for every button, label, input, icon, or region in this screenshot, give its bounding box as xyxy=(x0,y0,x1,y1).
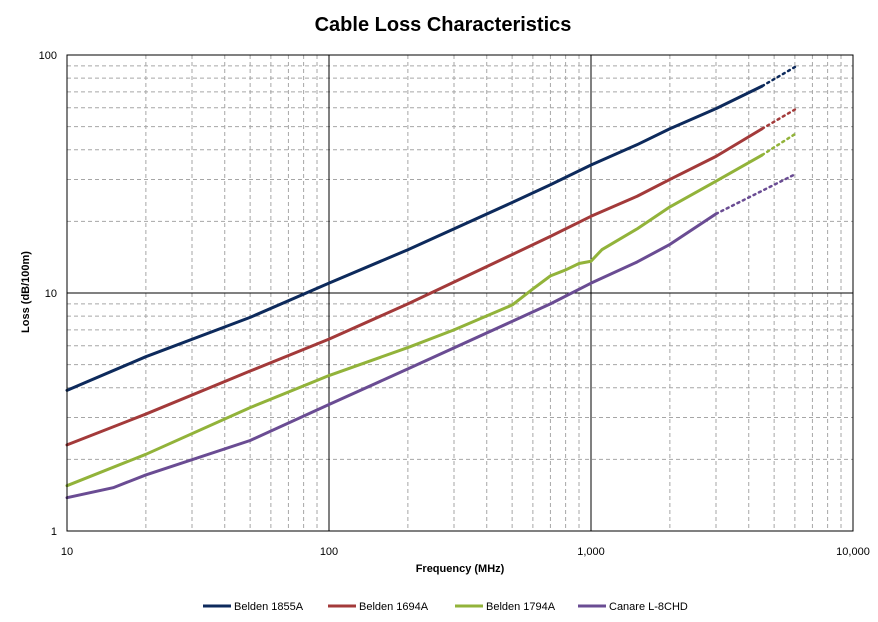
legend: Belden 1855A Belden 1694A Belden 1794A Cana… xyxy=(203,601,688,613)
series-line-2 xyxy=(65,127,764,447)
series-extrapolation-4 xyxy=(714,173,797,216)
x-tick-label: 10,000 xyxy=(836,546,870,558)
series-line-3 xyxy=(65,153,764,488)
legend-label: Canare L-8CHD xyxy=(609,601,688,613)
x-tick-labels: 10 100 1,000 10,000 xyxy=(61,546,870,558)
legend-label: Belden 1694A xyxy=(359,601,429,613)
legend-label: Belden 1794A xyxy=(486,601,556,613)
series-extrapolation-1 xyxy=(760,65,797,88)
y-tick-label: 100 xyxy=(39,50,57,62)
grid-layer xyxy=(66,54,854,532)
series-layer xyxy=(65,65,797,500)
y-axis-label: Loss (dB/100m) xyxy=(20,251,32,333)
chart-title: Cable Loss Characteristics xyxy=(315,14,572,36)
x-tick-label: 100 xyxy=(320,546,338,558)
plot-border xyxy=(66,54,854,532)
series-extrapolation-3 xyxy=(760,132,797,157)
y-tick-label: 1 xyxy=(51,526,57,538)
series-line-1 xyxy=(65,84,764,392)
series-line-4 xyxy=(65,212,718,500)
x-tick-label: 10 xyxy=(61,546,73,558)
y-tick-labels: 1 10 100 xyxy=(39,50,57,538)
legend-label: Belden 1855A xyxy=(234,601,304,613)
x-tick-label: 1,000 xyxy=(577,546,605,558)
x-axis-label: Frequency (MHz) xyxy=(416,563,505,575)
y-tick-label: 10 xyxy=(45,288,57,300)
series-extrapolation-2 xyxy=(760,108,797,130)
